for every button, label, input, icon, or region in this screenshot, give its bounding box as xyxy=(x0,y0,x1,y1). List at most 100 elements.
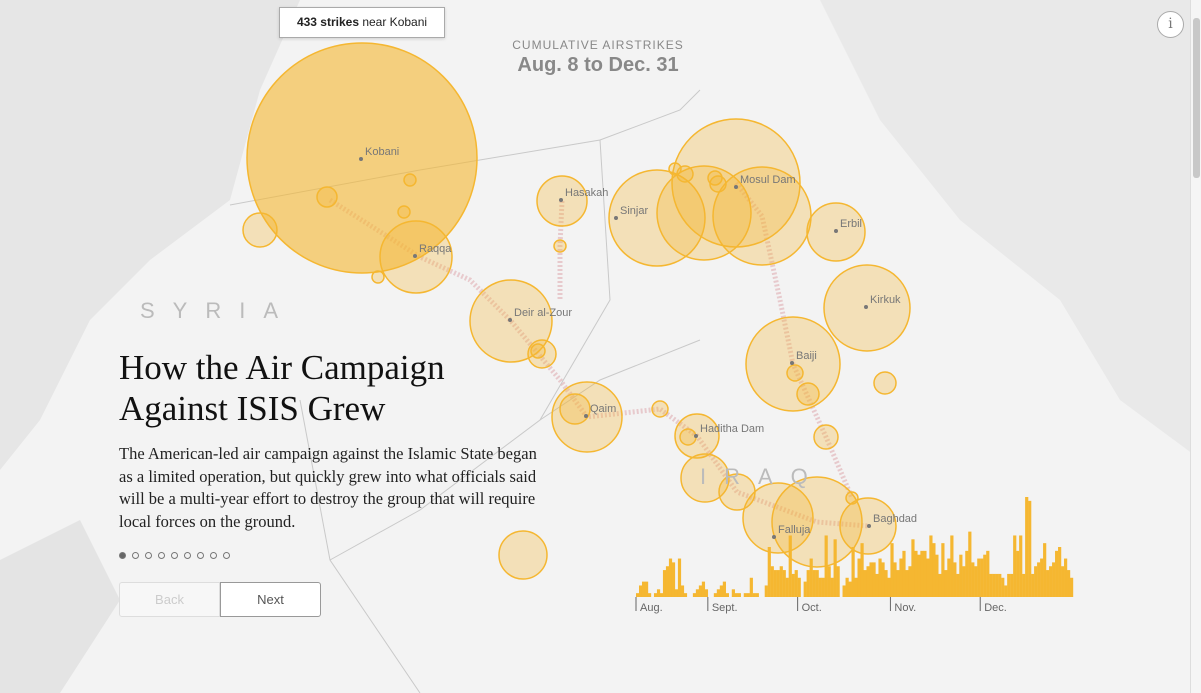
step-dot[interactable] xyxy=(132,552,139,559)
chart-bar xyxy=(752,593,756,597)
chart-bar xyxy=(821,577,825,597)
city-dot xyxy=(834,229,838,233)
strike-circle[interactable] xyxy=(707,170,723,186)
city-label: Sinjar xyxy=(620,205,648,217)
strike-circle[interactable] xyxy=(679,428,697,446)
chart-bar xyxy=(1031,573,1035,597)
chart-bar xyxy=(803,581,807,597)
strike-circle[interactable] xyxy=(316,186,338,208)
chart-bar xyxy=(636,593,640,597)
chart-bar xyxy=(1040,558,1044,597)
strike-circle[interactable] xyxy=(742,482,814,554)
chart-bar xyxy=(905,570,909,597)
city-dot xyxy=(508,318,512,322)
step-dot[interactable] xyxy=(119,552,126,559)
chart-bar xyxy=(953,562,957,597)
chart-bar xyxy=(863,570,867,597)
chart-bar xyxy=(911,539,915,597)
chart-bar xyxy=(815,570,819,597)
strike-circle[interactable] xyxy=(242,212,278,248)
strike-circle[interactable] xyxy=(498,530,548,580)
step-navigation: Back Next xyxy=(119,582,321,617)
daily-strikes-chart: Aug. Sept. Oct. Nov. Dec. xyxy=(635,497,1074,614)
chart-bar xyxy=(986,550,990,597)
chart-bar xyxy=(869,562,873,597)
strike-circle[interactable] xyxy=(771,476,863,568)
strike-circle[interactable] xyxy=(845,491,859,505)
strike-circle[interactable] xyxy=(873,371,897,395)
chart-bar xyxy=(947,558,951,597)
chart-bar xyxy=(908,566,912,597)
info-icon[interactable]: i xyxy=(1157,11,1184,38)
strike-circle[interactable] xyxy=(651,400,669,418)
scrollbar-thumb[interactable] xyxy=(1193,18,1200,178)
story-title: How the Air Campaign Against ISIS Grew xyxy=(119,348,445,428)
chart-bar xyxy=(1025,497,1029,597)
city-dot xyxy=(864,305,868,309)
strike-tooltip: 433 strikes near Kobani xyxy=(279,7,445,38)
step-dot[interactable] xyxy=(223,552,230,559)
step-dot[interactable] xyxy=(171,552,178,559)
chart-bar xyxy=(989,573,993,597)
chart-bar xyxy=(917,554,921,597)
chart-tick-label: Aug. xyxy=(640,602,663,614)
chart-bar xyxy=(716,589,721,597)
chart-bar xyxy=(950,535,954,597)
chart-bar xyxy=(791,573,795,597)
strike-circle[interactable] xyxy=(403,173,417,187)
back-button[interactable]: Back xyxy=(119,582,220,617)
city-dot xyxy=(614,216,618,220)
chart-bar xyxy=(680,585,685,597)
chart-bar xyxy=(932,543,936,597)
strike-circle[interactable] xyxy=(397,205,411,219)
terrain-west xyxy=(0,0,300,470)
chart-bar xyxy=(890,543,894,597)
city-label: Baiji xyxy=(796,350,817,362)
strike-circle[interactable] xyxy=(671,118,801,248)
city-label: Baghdad xyxy=(873,513,917,525)
strike-circle[interactable] xyxy=(680,453,730,503)
chart-bar xyxy=(956,573,960,597)
story-description: The American-led air campaign against th… xyxy=(119,444,537,531)
chart-bar xyxy=(881,562,885,597)
chart-bar xyxy=(1028,500,1032,597)
city-label: Kobani xyxy=(365,146,399,158)
chart-bar xyxy=(824,535,828,597)
next-button[interactable]: Next xyxy=(220,582,321,617)
terrain-southwest xyxy=(0,520,120,693)
chart-bar xyxy=(848,581,852,597)
chart-bar xyxy=(920,550,924,597)
chart-bar xyxy=(743,593,747,597)
strike-circle[interactable] xyxy=(656,165,752,261)
chart-bar xyxy=(755,593,759,597)
strike-circle[interactable] xyxy=(786,364,804,382)
scrollbar[interactable] xyxy=(1190,0,1201,693)
strike-circle[interactable] xyxy=(559,393,591,425)
chart-bar xyxy=(893,562,897,597)
chart-bar xyxy=(785,577,789,597)
chart-bar xyxy=(899,558,903,597)
chart-bar xyxy=(860,543,864,597)
chart-bar xyxy=(695,589,700,597)
chart-bar xyxy=(638,585,643,597)
strike-circle[interactable] xyxy=(553,239,567,253)
chart-bar xyxy=(842,585,846,597)
strike-circle[interactable] xyxy=(813,424,839,450)
step-dot[interactable] xyxy=(197,552,204,559)
chart-bar xyxy=(857,558,861,597)
step-dot[interactable] xyxy=(210,552,217,559)
strike-circle[interactable] xyxy=(371,270,385,284)
step-dot[interactable] xyxy=(184,552,191,559)
strike-circle[interactable] xyxy=(530,343,546,359)
strike-circle[interactable] xyxy=(709,175,727,193)
step-dot[interactable] xyxy=(145,552,152,559)
strike-circle[interactable] xyxy=(527,339,557,369)
chart-tick-label: Oct. xyxy=(802,602,822,614)
chart-bar xyxy=(1037,562,1041,597)
chart-bar xyxy=(962,566,966,597)
strike-circle[interactable] xyxy=(796,382,820,406)
strike-circle[interactable] xyxy=(676,165,694,183)
chart-tick-label: Nov. xyxy=(894,602,916,614)
step-dot[interactable] xyxy=(158,552,165,559)
